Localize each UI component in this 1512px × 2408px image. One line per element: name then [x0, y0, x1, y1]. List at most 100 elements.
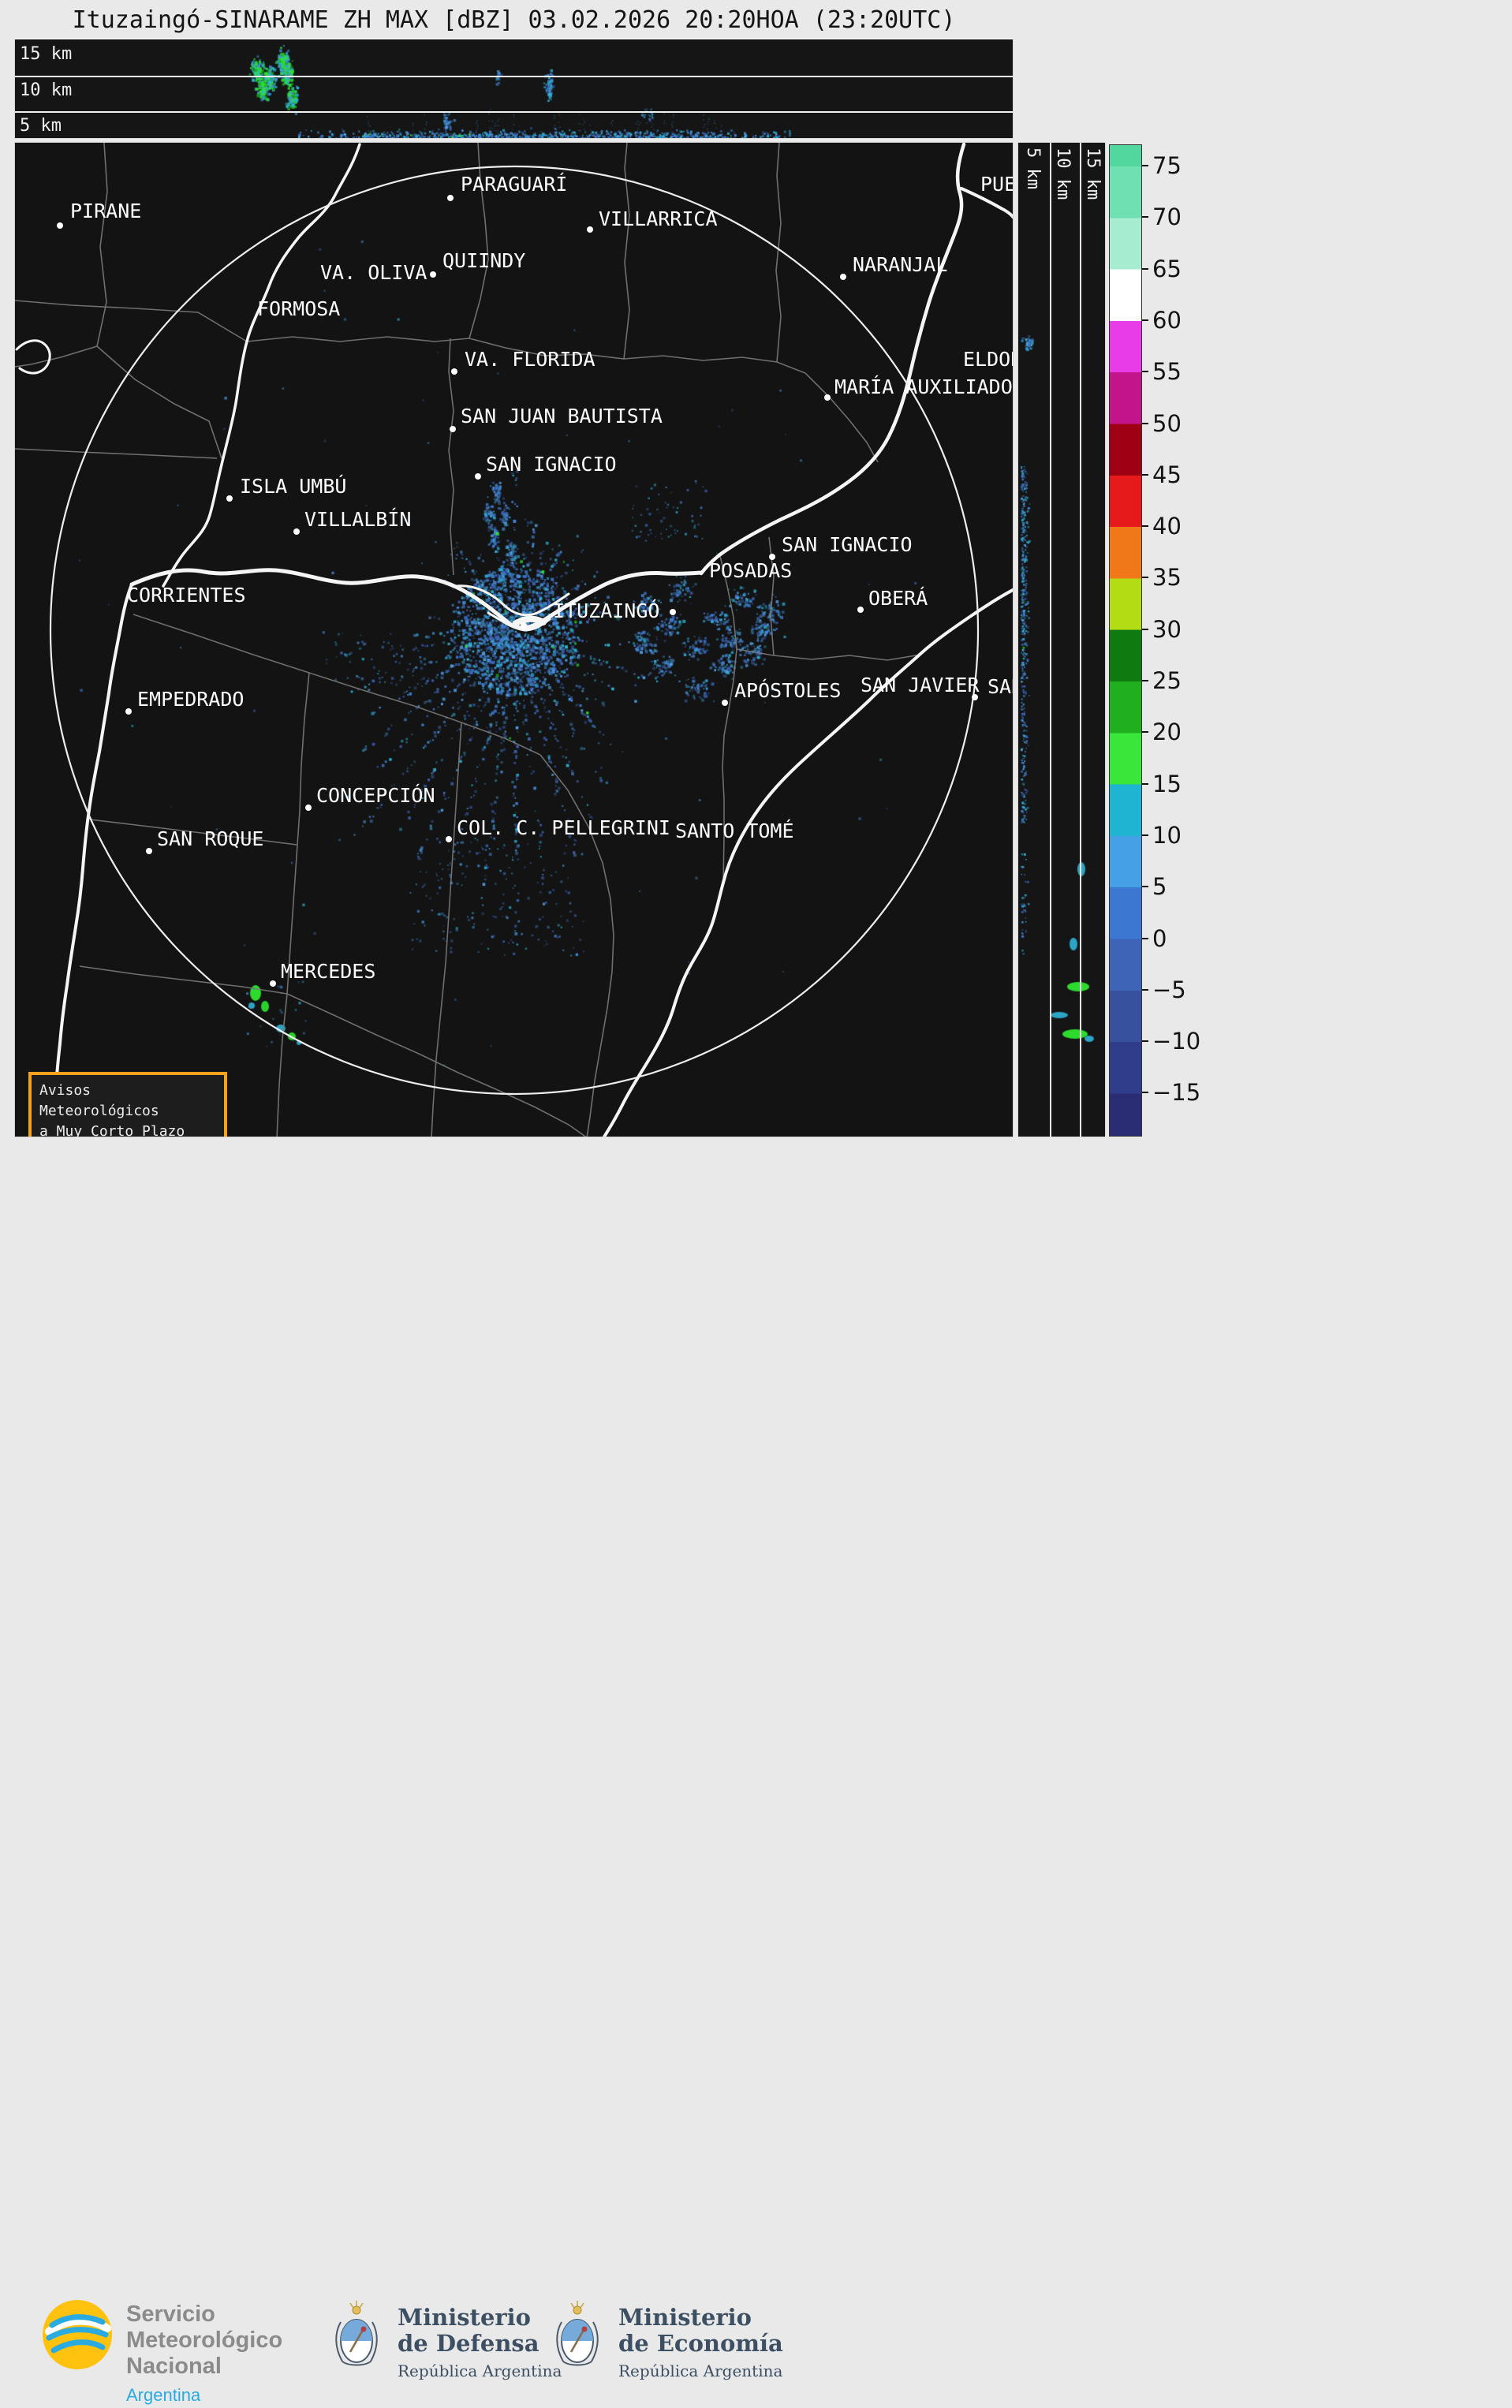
city-label: ISLA UMBÚ: [240, 475, 347, 498]
city-dot: [475, 473, 481, 480]
city-label: SAN ROQUE: [157, 827, 264, 850]
colorbar-tick-label: 25: [1152, 667, 1182, 694]
city-dot: [450, 426, 456, 432]
radar-display: { "title": "Ituzaingó-SINARAME ZH MAX [d…: [0, 6, 1512, 2405]
city-label: POSADAS: [709, 559, 793, 582]
city-dot: [447, 195, 454, 201]
colorbar-tick-label: 70: [1152, 203, 1182, 231]
colorbar-tick-mark: [1142, 937, 1148, 939]
city-dot: [146, 848, 152, 854]
footer: Servicio Meteorológico Nacional Argentin…: [0, 1137, 1512, 2405]
colorbar-tick-label: 75: [1152, 152, 1182, 179]
city-dot: [840, 274, 846, 280]
colorbar-tick-mark: [1142, 371, 1148, 373]
colorbar-tick-mark: [1142, 1040, 1148, 1043]
colorbar-tick-label: 35: [1152, 564, 1182, 592]
colorbar-tick-label: 40: [1152, 513, 1182, 540]
colorbar-tick-mark: [1142, 216, 1148, 218]
smn-logo-icon: [43, 2300, 112, 2369]
river-parana-ne-branch: [960, 187, 1013, 219]
warning-line-1: Avisos Meteorológicos: [39, 1082, 159, 1119]
city-label: SAN: [987, 675, 1013, 698]
city-label: MERCEDES: [281, 960, 376, 983]
colorbar-tick-label: 10: [1152, 821, 1182, 849]
colorbar-tick-mark: [1142, 628, 1148, 630]
smn-line-3: Nacional: [126, 2354, 222, 2379]
colorbar-tick-label: 30: [1152, 615, 1182, 643]
top-cross-section-echoes: [15, 39, 1013, 138]
city-label: QUIINDY: [442, 249, 526, 272]
colorbar-tick-label: 5: [1152, 873, 1167, 901]
colorbar-tick-mark: [1142, 782, 1148, 785]
colorbar-tick-mark: [1142, 886, 1148, 888]
city-label: SAN JAVIER: [861, 674, 980, 696]
river-parana-south: [52, 583, 133, 1137]
smn-country: Argentina: [126, 2385, 201, 2405]
city-label: VILLARRICA: [599, 207, 718, 230]
city-dot: [824, 394, 831, 401]
city-dot: [670, 609, 676, 615]
altitude-line-10km: [15, 76, 1013, 77]
city-dot: [57, 222, 63, 229]
warning-line-2: a Muy Corto Plazo: [39, 1123, 185, 1137]
colorbar-tick-label: 0: [1152, 924, 1167, 952]
altitude-label-15km: 15 km: [20, 44, 73, 64]
city-dot: [270, 980, 276, 987]
colorbar-tick-label: −5: [1152, 976, 1186, 1003]
city-dot: [430, 271, 436, 278]
colorbar-tick-label: 50: [1152, 409, 1182, 437]
ministry-defensa-line-1: Ministerio: [398, 2304, 532, 2331]
altitude-label-10km-right: 10 km: [1053, 147, 1073, 200]
city-dot: [521, 622, 527, 629]
smn-line-1: Servicio: [126, 2302, 215, 2327]
map-geography: [15, 143, 1013, 1137]
colorbar-tick-mark: [1142, 731, 1148, 734]
city-label: VILLALBÍN: [304, 508, 412, 531]
ministry-defensa-text: Ministerio de Defensa República Argentin…: [398, 2300, 562, 2381]
river-bermejo: [15, 339, 51, 375]
altitude-label-15km-right: 15 km: [1083, 147, 1103, 200]
ministry-economia-text: Ministerio de Economía República Argenti…: [618, 2300, 783, 2381]
city-dot: [226, 495, 233, 502]
colorbar-tick-mark: [1142, 165, 1148, 166]
warning-box: Avisos Meteorológicos a Muy Corto Plazo: [28, 1072, 227, 1137]
coat-of-arms-icon: [556, 2301, 599, 2366]
city-label: NARANJAL: [853, 253, 948, 276]
smn-line-2: Meteorológico: [126, 2328, 283, 2353]
city-label: MARÍA AUXILIADO: [834, 375, 1013, 398]
city-label: SAN JUAN BAUTISTA: [461, 405, 663, 427]
colorbar-tick-mark: [1142, 267, 1148, 270]
colorbar-tick-label: 15: [1152, 770, 1182, 797]
colorbar-tick-mark: [1142, 1092, 1148, 1094]
altitude-label-5km: 5 km: [20, 116, 62, 136]
ministry-economia-sub: República Argentina: [618, 2361, 783, 2380]
city-label: CORRIENTES: [127, 584, 246, 607]
altitude-line-15km-right: [1080, 143, 1081, 1137]
city-dot: [587, 226, 593, 233]
colorbar-ticks: 75 70 65 60 55 50 45 40 35 30 25 20 15 10 5 0 −5 −10 −15: [1142, 144, 1205, 1137]
coat-of-arms-icon: [335, 2301, 378, 2366]
colorbar-tick-label: 65: [1152, 255, 1182, 282]
city-dot: [293, 528, 300, 535]
altitude-label-5km-right: 5 km: [1023, 147, 1043, 189]
colorbar-tick-mark: [1142, 473, 1148, 476]
page-title: Ituzaingó-SINARAME ZH MAX [dBZ] 03.02.20…: [72, 6, 956, 34]
city-dot: [451, 368, 457, 375]
river-paraguay: [162, 143, 361, 588]
colorbar-tick-label: 45: [1152, 461, 1182, 488]
city-labels-layer: PIRANE PARAGUARÍ VILLARRICA VA. OLIVA QUIIND…: [15, 143, 1013, 1137]
colorbar-tick-mark: [1142, 525, 1148, 528]
altitude-line-10km-right: [1050, 143, 1051, 1137]
range-ring-circle: [49, 165, 980, 1096]
city-dot: [769, 554, 775, 560]
colorbar-tick-mark: [1142, 319, 1148, 321]
city-label: CONCEPCIÓN: [316, 784, 435, 807]
colorbar-tick-label: 60: [1152, 306, 1182, 334]
city-label: PIRANE: [70, 200, 142, 222]
rivers: [15, 143, 1013, 1137]
city-label: VA. OLIVA: [320, 261, 427, 284]
city-label: PUE: [980, 173, 1014, 196]
city-dot: [972, 694, 978, 700]
ministry-economia-block: Ministerio de Economía República Argenti…: [552, 2300, 783, 2380]
river-uruguay: [602, 588, 1013, 1137]
